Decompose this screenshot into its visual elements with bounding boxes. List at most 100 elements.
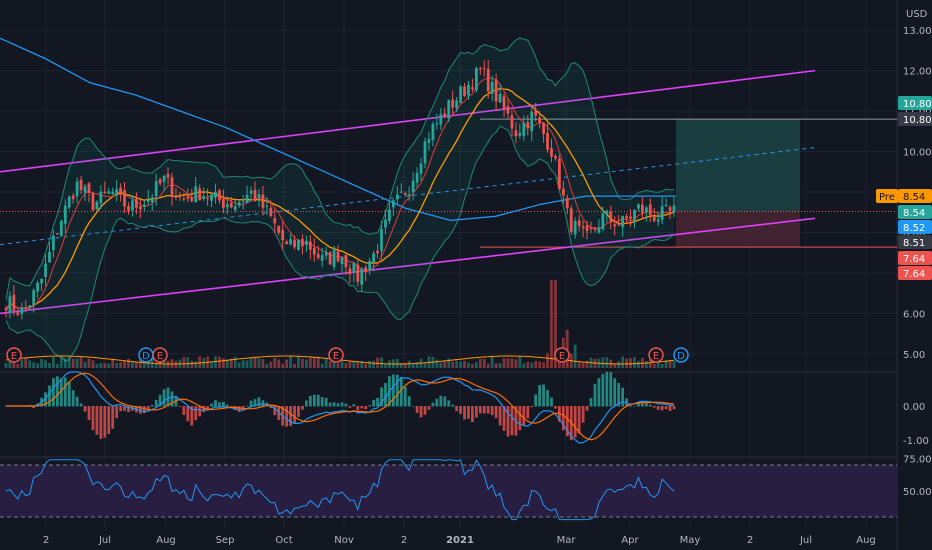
candle-body [391,200,395,208]
candle-body [613,224,617,227]
rsi-line [5,459,675,521]
volume-bar [463,360,466,368]
macd-histogram-bar [305,400,308,407]
volume-bar [79,357,83,368]
macd-histogram-bar [360,406,364,409]
macd-histogram-bar [609,372,613,407]
price-tick-label: 13.00 [903,26,932,37]
volume-bar [36,363,39,368]
macd-histogram-bar [577,406,581,434]
macd-histogram-bar [490,406,494,416]
volume-bar [502,358,506,368]
candle-body [617,224,621,226]
earnings-marker[interactable]: E [6,347,22,363]
macd-histogram-bar [561,406,565,431]
macd-histogram-bar [423,406,427,415]
price-tag [898,266,932,280]
volume-bar [384,363,387,368]
dividend-marker[interactable]: D [673,347,689,363]
candle-body [71,195,75,200]
macd-histogram-bar [206,406,209,409]
volume-bar [67,356,71,368]
macd-histogram-bar [395,374,399,407]
macd-histogram-bar [308,395,312,407]
macd-histogram-bar [320,396,324,407]
candle-body [178,196,182,198]
macd-histogram-bar [526,406,530,419]
candle-body [395,194,399,200]
candle-body [625,216,628,219]
dividend-marker[interactable]: D [138,347,154,363]
macd-histogram-bar [605,371,609,407]
volume-bar [554,280,557,368]
candle-body [95,201,99,210]
candle-body [427,138,431,143]
macd-histogram-bar [4,406,8,407]
volume-bar [135,362,138,368]
candle-body [328,252,332,265]
candle-body [510,115,514,129]
earnings-marker[interactable]: E [648,347,664,363]
time-tick-label: May [680,535,701,546]
candle-body [672,205,676,212]
pane-separators [0,0,898,550]
time-tick-label: Mar [557,535,577,546]
macd-histogram-bar [644,403,648,407]
earnings-marker[interactable]: E [328,347,344,363]
macd-histogram-bar [146,406,150,411]
candle-body [20,308,24,314]
candle-body [471,87,474,90]
volume-bar [364,363,368,368]
candle-body [629,216,632,219]
volume-bar [672,360,676,368]
macd-histogram-bar [478,406,482,414]
parallel-channel[interactable] [0,69,816,315]
earnings-marker[interactable]: E [152,347,168,363]
candle-body [376,250,379,254]
volume-bar [237,362,241,368]
macd-histogram-bar [672,406,676,410]
volume-bar [285,359,289,368]
volume-bar [241,360,245,368]
macd-histogram-bar [502,406,506,431]
candle-body [103,191,107,194]
candle-body [308,241,312,250]
macd-histogram-bar [546,389,549,407]
price-tag [898,96,932,110]
candle-body [581,226,585,229]
macd-histogram-bar [269,406,273,409]
price-tag [898,220,932,234]
macd-histogram-bar [498,406,502,426]
candle-body [633,210,636,222]
volume-bar [629,358,632,368]
candle-body [447,100,451,119]
volume-bar [542,362,545,368]
candle-body [277,225,281,233]
macd-histogram-bar [399,376,403,407]
candle-body [158,179,162,184]
candle-body [474,67,478,91]
macd-histogram-bar [214,400,217,407]
candle-body [332,249,336,267]
volume-bar [265,363,269,368]
volume-bar [186,357,190,368]
candle-body [48,251,51,263]
volume-bar [514,359,518,368]
long-position-tool[interactable] [0,118,897,248]
candle-body [170,177,174,197]
macd-histogram-bar [316,394,320,407]
candle-body [28,305,32,308]
volume-bar [28,360,32,368]
volume-bar [518,356,522,368]
earnings-marker[interactable]: E [554,347,570,363]
candle-body [324,252,328,256]
macd-histogram-bar [91,406,95,431]
rsi-tick-label: 50.00 [903,487,932,498]
volume-bar [490,356,494,368]
candle-body [4,307,8,311]
volume-bar [301,358,304,368]
volume-bar [297,356,300,368]
macd-histogram-bar [637,403,640,407]
